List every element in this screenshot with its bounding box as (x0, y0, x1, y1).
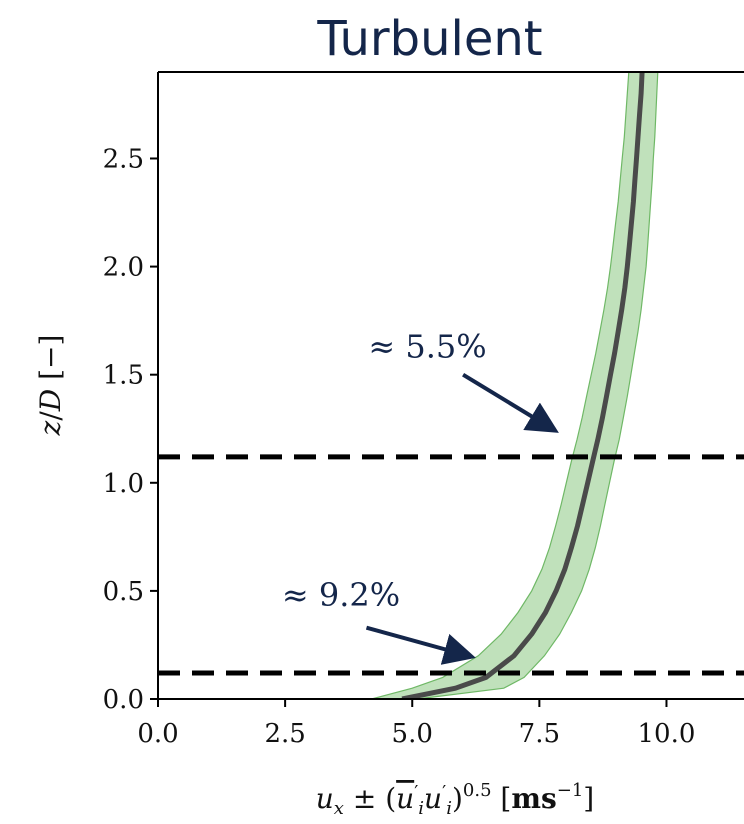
std-band-0 (371, 72, 659, 699)
x-tick-label-0: 0.0 (137, 719, 178, 749)
y-tick-label-5: 2.5 (103, 144, 144, 174)
chart-title: Turbulent (316, 11, 542, 67)
x-axis-label: ux ± (u′iu′i)0.5 [ms−1] (316, 780, 594, 819)
y-tick-label-1: 0.5 (103, 577, 144, 607)
x-tick-label-2: 5.0 (392, 719, 433, 749)
y-tick-label-0: 0.0 (103, 685, 144, 715)
x-tick-label-4: 10.0 (638, 719, 696, 749)
annotation-label-0: ≈ 5.5% (368, 327, 486, 365)
annotation-arrow-0 (462, 372, 559, 433)
plot-area (158, 72, 744, 699)
x-tick-label-3: 7.5 (519, 719, 560, 749)
mean-line-0 (401, 72, 645, 699)
y-tick-label-4: 2.0 (103, 253, 144, 283)
annotation-arrow-1 (365, 625, 476, 665)
y-axis-label: z/D [−] (34, 335, 67, 437)
x-tick-label-1: 2.5 (264, 719, 305, 749)
annotation-label-1: ≈ 9.2% (282, 576, 400, 614)
y-tick-label-3: 1.5 (103, 361, 144, 391)
y-tick-label-2: 1.0 (103, 469, 144, 499)
